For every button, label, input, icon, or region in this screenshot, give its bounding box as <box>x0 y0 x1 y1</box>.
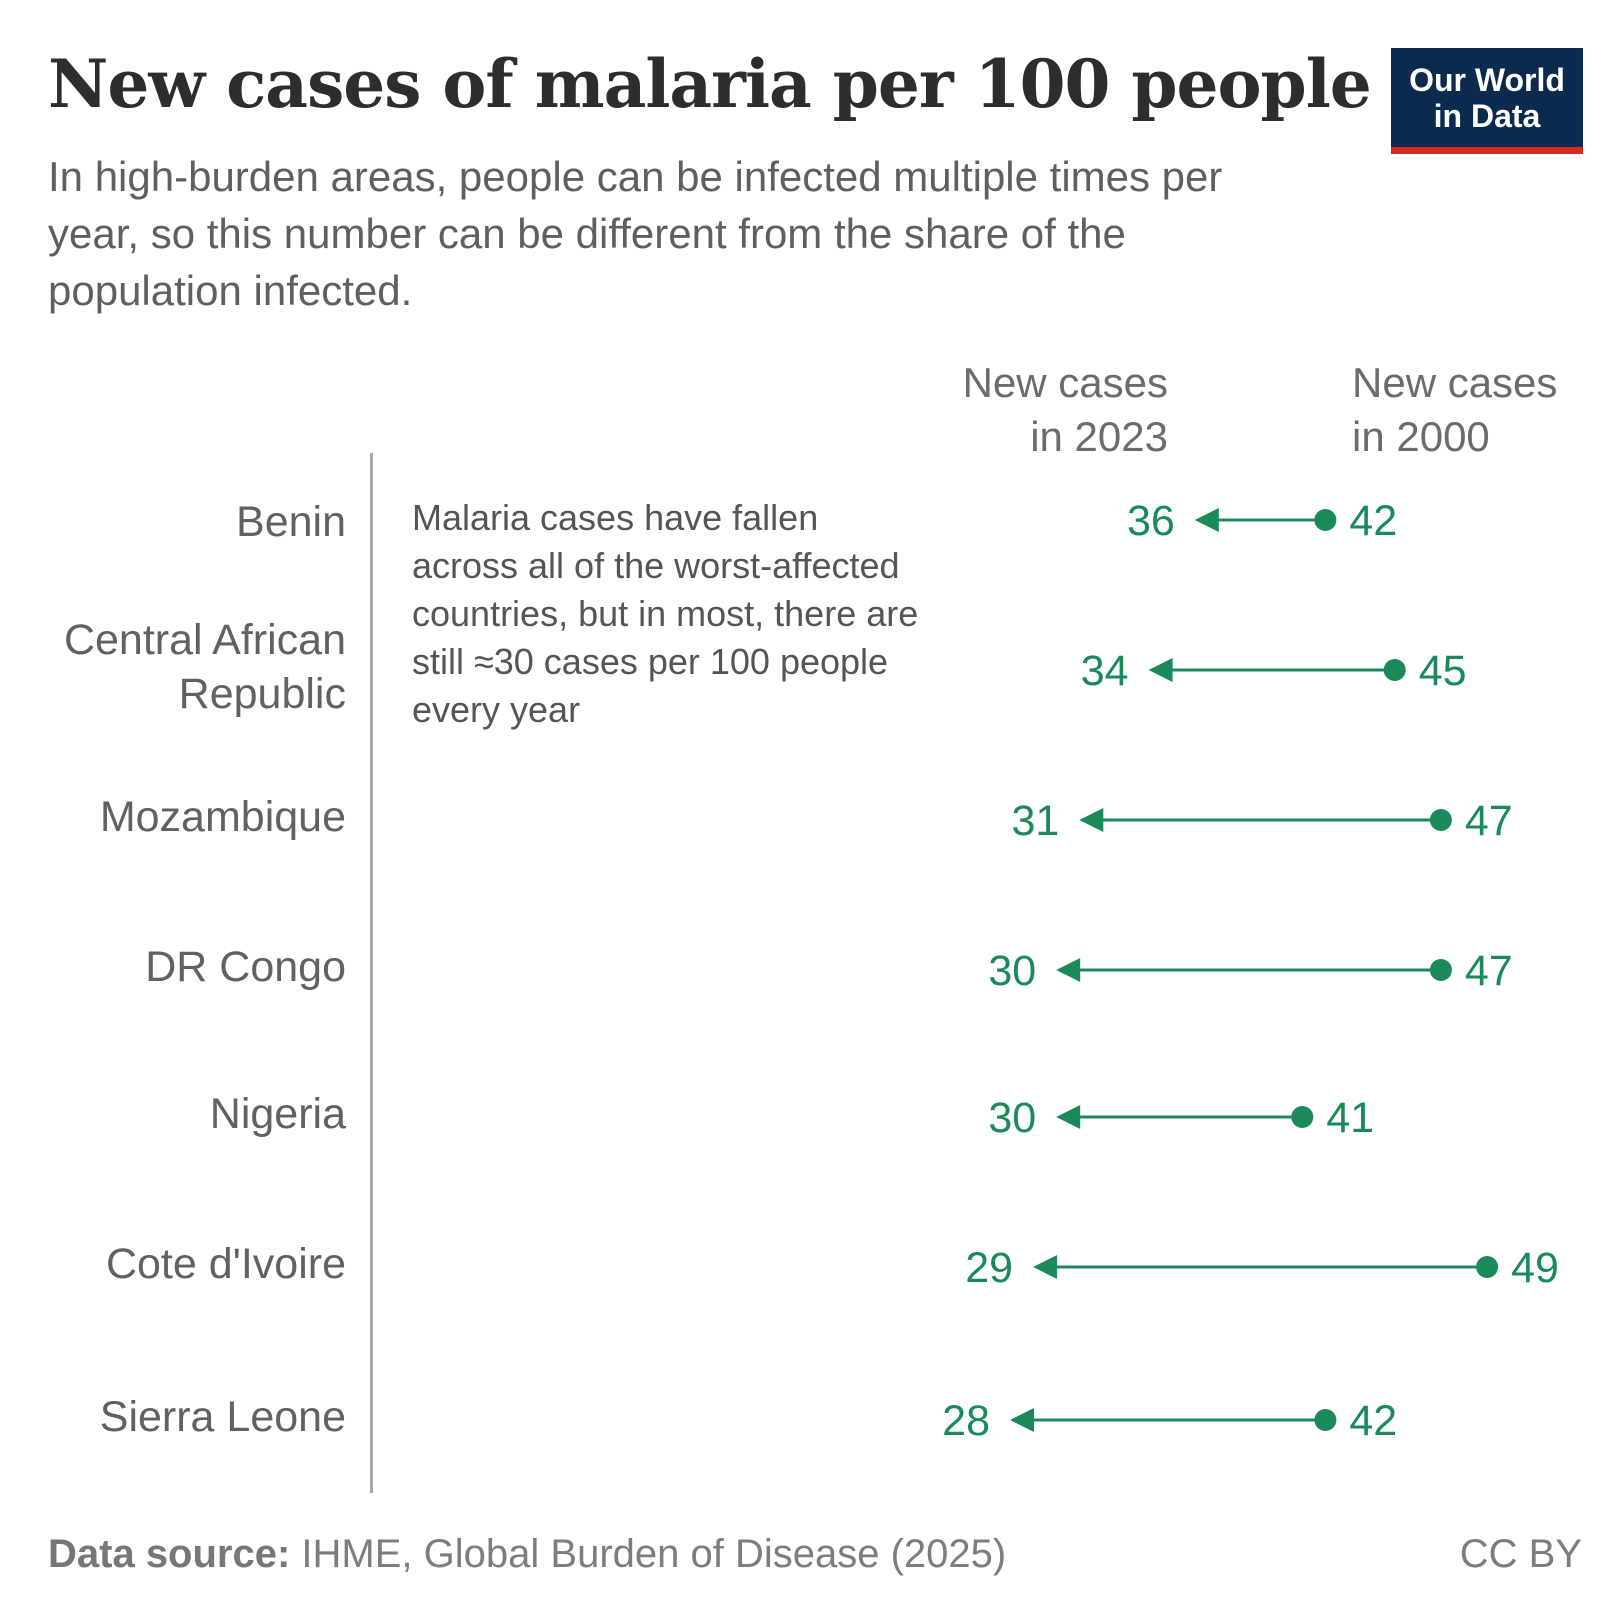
value-2023-label-benin: 36 <box>1127 497 1175 545</box>
start-dot-mozambique <box>1429 809 1452 831</box>
value-2023-label-sierra-leone: 28 <box>942 1397 990 1445</box>
arrowhead-central-african-republic <box>1148 658 1173 682</box>
start-dot-central-african-republic <box>1383 659 1406 681</box>
country-label-benin: Benin <box>236 498 346 546</box>
country-label-dr-congo: DR Congo <box>145 943 346 991</box>
data-source: Data source: IHME, Global Burden of Dise… <box>48 1532 1006 1577</box>
arrowhead-mozambique <box>1079 808 1104 832</box>
owid-logo[interactable]: Our World in Data <box>1391 48 1583 154</box>
start-dot-cote-d-ivoire <box>1476 1256 1499 1278</box>
value-2023-label-mozambique: 31 <box>1011 797 1059 845</box>
axis-divider <box>370 453 373 1493</box>
value-2000-label-central-african-republic: 45 <box>1419 647 1467 695</box>
start-dot-dr-congo <box>1429 959 1452 981</box>
value-2000-label-benin: 42 <box>1349 497 1397 545</box>
data-source-label: Data source: <box>48 1532 291 1576</box>
country-label-nigeria: Nigeria <box>209 1090 346 1138</box>
start-dot-nigeria <box>1291 1106 1314 1128</box>
data-source-text: IHME, Global Burden of Disease (2025) <box>290 1532 1007 1576</box>
arrowhead-nigeria <box>1056 1105 1081 1129</box>
value-2000-label-cote-d-ivoire: 49 <box>1511 1244 1559 1292</box>
column-header-2000: New cases in 2000 <box>1352 359 1558 460</box>
value-2000-label-mozambique: 47 <box>1465 797 1513 845</box>
country-label-mozambique: Mozambique <box>99 793 346 841</box>
start-dot-benin <box>1314 509 1337 531</box>
value-2023-label-dr-congo: 30 <box>988 947 1036 995</box>
arrowhead-benin <box>1194 508 1219 532</box>
logo-line-2: in Data <box>1433 97 1541 134</box>
country-label-cote-divoire: Cote d'Ivoire <box>105 1240 346 1288</box>
chart-subtitle: In high-burden areas, people can be infe… <box>48 153 1223 314</box>
value-2000-label-sierra-leone: 42 <box>1349 1397 1397 1445</box>
country-label-central-african-republic: Central African Republic <box>63 616 346 718</box>
arrowhead-dr-congo <box>1056 958 1081 982</box>
arrowhead-sierra-leone <box>1010 1408 1034 1432</box>
start-dot-sierra-leone <box>1314 1409 1337 1431</box>
country-label-sierra-leone: Sierra Leone <box>99 1393 346 1441</box>
logo-line-1: Our World <box>1409 61 1565 98</box>
value-2023-label-nigeria: 30 <box>988 1094 1036 1142</box>
value-2023-label-cote-d-ivoire: 29 <box>965 1244 1013 1292</box>
arrowhead-cote-d-ivoire <box>1033 1255 1058 1279</box>
chart-annotation: Malaria cases have fallen across all of … <box>412 497 919 730</box>
value-2000-label-dr-congo: 47 <box>1465 947 1513 995</box>
value-2023-label-central-african-republic: 34 <box>1081 647 1129 695</box>
license-link[interactable]: CC BY <box>1459 1532 1582 1576</box>
column-header-2023: New cases in 2023 <box>962 359 1168 460</box>
value-2000-label-nigeria: 41 <box>1326 1094 1374 1142</box>
chart-title: New cases of malaria per 100 people <box>48 45 1372 123</box>
